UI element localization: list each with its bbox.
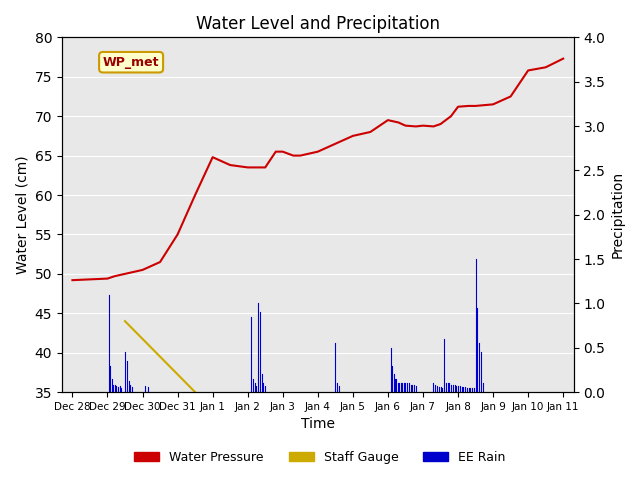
Water Pressure <box>507 94 515 99</box>
Water Pressure <box>68 277 76 283</box>
Water Pressure <box>559 56 567 61</box>
Water Pressure <box>465 103 472 109</box>
Water Pressure <box>261 165 269 170</box>
Water Pressure <box>436 121 444 127</box>
Y-axis label: Precipitation: Precipitation <box>611 171 625 258</box>
Water Pressure <box>429 123 437 129</box>
Water Pressure <box>244 165 252 170</box>
Water Pressure <box>191 192 199 198</box>
Water Pressure <box>542 64 550 70</box>
Water Pressure <box>272 149 280 155</box>
Water Pressure <box>349 133 356 139</box>
Water Pressure <box>156 259 164 265</box>
Water Pressure <box>489 101 497 107</box>
Legend: Water Pressure, Staff Gauge, EE Rain: Water Pressure, Staff Gauge, EE Rain <box>129 446 511 469</box>
Water Pressure <box>104 276 111 281</box>
Water Pressure <box>227 162 234 168</box>
Water Pressure <box>139 267 147 273</box>
Y-axis label: Water Level (cm): Water Level (cm) <box>15 156 29 274</box>
Water Pressure <box>402 123 410 129</box>
Water Pressure <box>289 153 297 158</box>
Text: WP_met: WP_met <box>103 56 159 69</box>
Water Pressure <box>279 149 287 155</box>
Water Pressure <box>454 104 462 109</box>
Water Pressure <box>209 154 216 160</box>
Water Pressure <box>524 68 532 73</box>
Water Pressure <box>332 141 339 147</box>
Water Pressure <box>111 273 118 279</box>
Water Pressure <box>419 123 427 129</box>
Water Pressure <box>472 103 479 109</box>
Staff Gauge <box>191 389 199 395</box>
X-axis label: Time: Time <box>301 418 335 432</box>
Water Pressure <box>412 123 420 129</box>
Water Pressure <box>296 153 304 158</box>
Water Pressure <box>384 117 392 123</box>
Water Pressure <box>447 113 455 119</box>
Water Pressure <box>314 149 322 155</box>
Line: Water Pressure: Water Pressure <box>72 59 563 280</box>
Staff Gauge <box>121 318 129 324</box>
Line: Staff Gauge: Staff Gauge <box>125 321 195 392</box>
Water Pressure <box>121 271 129 277</box>
Water Pressure <box>86 276 94 282</box>
Water Pressure <box>367 129 374 135</box>
Water Pressure <box>395 120 403 125</box>
Water Pressure <box>254 165 262 170</box>
Water Pressure <box>173 231 181 237</box>
Title: Water Level and Precipitation: Water Level and Precipitation <box>196 15 440 33</box>
